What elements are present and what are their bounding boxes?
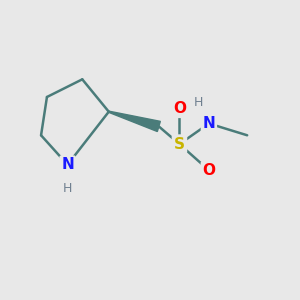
- Text: H: H: [63, 182, 72, 195]
- Text: H: H: [194, 96, 203, 110]
- Text: N: N: [202, 116, 215, 131]
- Text: S: S: [174, 136, 185, 152]
- Text: O: O: [202, 163, 215, 178]
- Text: N: N: [61, 157, 74, 172]
- Text: O: O: [173, 101, 186, 116]
- Polygon shape: [109, 111, 160, 131]
